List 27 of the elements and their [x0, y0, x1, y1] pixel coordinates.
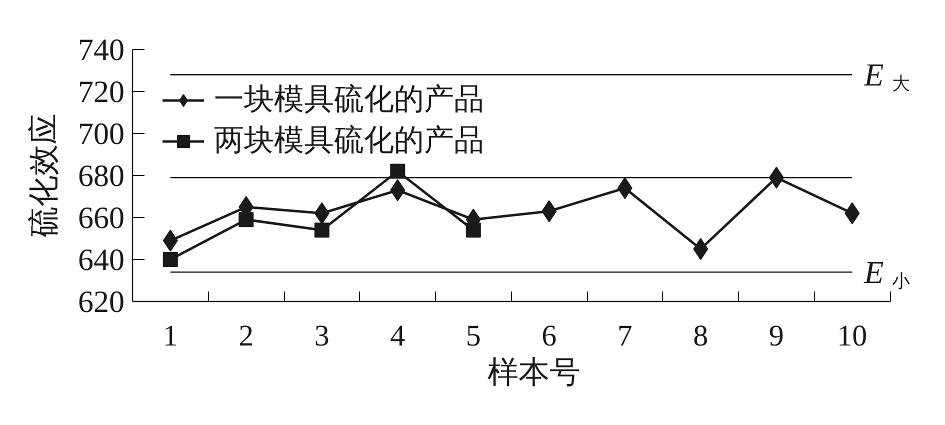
x-tick-label: 9: [768, 320, 784, 352]
legend-label: 一块模具硫化的产品: [214, 82, 484, 118]
point: [466, 222, 481, 238]
point: [390, 164, 406, 179]
x-tick-label: 6: [542, 320, 557, 352]
x-tick-label: 4: [390, 320, 406, 352]
x-axis-title: 样本号: [488, 354, 580, 390]
point: [693, 238, 708, 260]
y-tick-label: 680: [78, 158, 124, 193]
y-tick-label: 620: [78, 284, 124, 319]
y-tick-label: 720: [78, 74, 124, 109]
x-tick-label: 10: [837, 320, 868, 352]
y-tick-label: 640: [78, 242, 124, 277]
x-tick-label: 7: [617, 320, 632, 352]
y-tick-label: 660: [78, 200, 124, 235]
x-tick-label: 5: [466, 320, 481, 352]
y-tick-label: 700: [78, 116, 124, 151]
x-tick-label: 2: [238, 320, 254, 352]
y-axis-title: 硫化效应: [26, 114, 61, 238]
x-tick-label: 1: [162, 320, 178, 352]
point: [238, 212, 254, 228]
point: [162, 252, 178, 267]
point: [314, 222, 330, 238]
x-tick-label: 8: [693, 320, 708, 352]
legend-label: 两块模具硫化的产品: [214, 123, 484, 159]
y-tick-label: 740: [78, 32, 124, 67]
x-tick-label: 3: [314, 320, 330, 352]
